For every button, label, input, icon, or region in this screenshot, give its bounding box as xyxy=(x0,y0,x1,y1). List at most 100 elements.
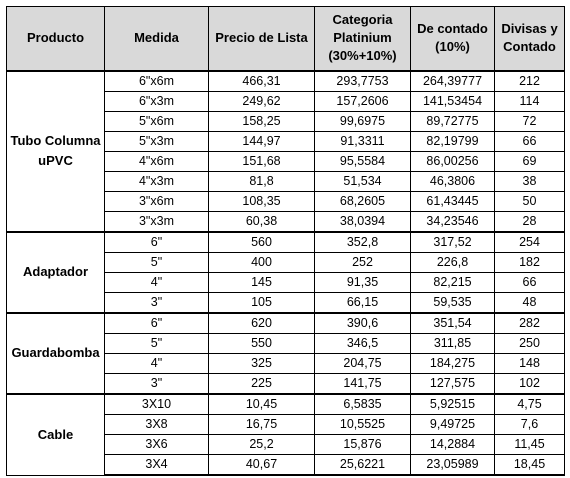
divisas-cell: 282 xyxy=(494,311,565,334)
divisas-cell: 72 xyxy=(494,110,565,132)
table-body: Tubo Columna uPVC 6"x6m 466,31 293,7753 264,3… xyxy=(6,69,565,476)
medida-cell: 3X4 xyxy=(104,453,209,476)
table-row: 4" 145 91,35 82,215 66 xyxy=(7,271,565,293)
contado-cell: 226,8 xyxy=(410,251,495,273)
medida-cell: 3X10 xyxy=(104,392,209,415)
contado-cell: 34,23546 xyxy=(410,210,495,233)
precio-cell: 81,8 xyxy=(208,170,315,192)
contado-cell: 82,215 xyxy=(410,271,495,293)
categoria-cell: 91,35 xyxy=(314,271,411,293)
categoria-cell: 38,0394 xyxy=(314,210,411,233)
table-row: 4"x3m 81,8 51,534 46,3806 38 xyxy=(7,170,565,192)
precio-cell: 108,35 xyxy=(208,190,315,212)
table-row: Guardabomba 6" 620 390,6 351,54 282 xyxy=(6,311,565,395)
medida-cell: 5"x6m xyxy=(104,110,209,132)
header-divisas: Divisas y Contado xyxy=(494,6,565,72)
medida-cell: 3"x3m xyxy=(104,210,209,233)
header-precio: Precio de Lista xyxy=(208,6,315,72)
contado-cell: 89,72775 xyxy=(410,110,495,132)
table-row: 4" 325 204,75 184,275 148 xyxy=(7,352,565,374)
product-cell: Guardabomba xyxy=(6,311,105,395)
divisas-cell: 38 xyxy=(494,170,565,192)
medida-cell: 5" xyxy=(104,332,209,354)
contado-cell: 14,2884 xyxy=(410,433,495,455)
categoria-cell: 10,5525 xyxy=(314,413,411,435)
product-cell: Tubo Columna uPVC xyxy=(6,69,105,233)
divisas-cell: 148 xyxy=(494,352,565,374)
header-categoria-line1: Categoria xyxy=(332,12,393,28)
precio-cell: 151,68 xyxy=(208,150,315,172)
medida-cell: 4"x3m xyxy=(104,170,209,192)
medida-cell: 3" xyxy=(104,372,209,395)
header-producto: Producto xyxy=(6,6,105,72)
contado-cell: 351,54 xyxy=(410,311,495,334)
divisas-cell: 102 xyxy=(494,372,565,395)
table-row: 5" 400 252 226,8 182 xyxy=(7,251,565,273)
table-row: 3"x6m 108,35 68,2605 61,43445 50 xyxy=(7,190,565,212)
precio-cell: 249,62 xyxy=(208,90,315,112)
contado-cell: 264,39777 xyxy=(410,70,495,92)
contado-cell: 23,05989 xyxy=(410,453,495,476)
table-row: 5" 550 346,5 311,85 250 xyxy=(7,332,565,354)
precio-cell: 400 xyxy=(208,251,315,273)
product-cell: Cable xyxy=(6,392,105,476)
medida-cell: 4" xyxy=(104,271,209,293)
categoria-cell: 157,2606 xyxy=(314,90,411,112)
divisas-cell: 66 xyxy=(494,271,565,293)
precio-cell: 550 xyxy=(208,332,315,354)
product-cell: Adaptador xyxy=(6,230,105,314)
medida-cell: 3X6 xyxy=(104,433,209,455)
table-row: Tubo Columna uPVC 6"x6m 466,31 293,7753 264,3… xyxy=(6,69,565,233)
categoria-cell: 293,7753 xyxy=(314,70,411,92)
header-medida: Medida xyxy=(104,6,209,72)
header-categoria: Categoria Platinium (30%+10%) xyxy=(314,6,411,72)
contado-cell: 5,92515 xyxy=(410,392,495,415)
divisas-cell: 11,45 xyxy=(494,433,565,455)
categoria-cell: 51,534 xyxy=(314,170,411,192)
contado-cell: 82,19799 xyxy=(410,130,495,152)
header-contado: De contado (10%) xyxy=(410,6,495,72)
categoria-cell: 141,75 xyxy=(314,372,411,395)
contado-cell: 184,275 xyxy=(410,352,495,374)
precio-cell: 466,31 xyxy=(208,70,315,92)
divisas-cell: 18,45 xyxy=(494,453,565,476)
categoria-cell: 95,5584 xyxy=(314,150,411,172)
product-name-line1: Guardabomba xyxy=(11,345,100,361)
medida-cell: 4" xyxy=(104,352,209,374)
categoria-cell: 15,876 xyxy=(314,433,411,455)
table-row: 5"x3m 144,97 91,3311 82,19799 66 xyxy=(7,130,565,152)
contado-cell: 59,535 xyxy=(410,291,495,314)
precio-cell: 40,67 xyxy=(208,453,315,476)
contado-cell: 9,49725 xyxy=(410,413,495,435)
categoria-cell: 99,6975 xyxy=(314,110,411,132)
categoria-cell: 252 xyxy=(314,251,411,273)
contado-cell: 311,85 xyxy=(410,332,495,354)
categoria-cell: 352,8 xyxy=(314,230,411,253)
categoria-cell: 6,5835 xyxy=(314,392,411,415)
medida-cell: 3" xyxy=(104,291,209,314)
divisas-cell: 7,6 xyxy=(494,413,565,435)
header-divisas-line2: Contado xyxy=(503,39,556,55)
header-categoria-line3: (30%+10%) xyxy=(328,48,397,64)
header-categoria-line2: Platinium xyxy=(333,30,392,46)
contado-cell: 61,43445 xyxy=(410,190,495,212)
medida-cell: 6"x6m xyxy=(104,70,209,92)
product-name-line1: Cable xyxy=(37,426,74,442)
precio-cell: 60,38 xyxy=(208,210,315,233)
product-name-line1: Adaptador xyxy=(23,264,88,280)
categoria-cell: 346,5 xyxy=(314,332,411,354)
precio-cell: 560 xyxy=(208,230,315,253)
product-name-line2: uPVC xyxy=(38,153,73,169)
categoria-cell: 390,6 xyxy=(314,311,411,334)
precio-cell: 158,25 xyxy=(208,110,315,132)
divisas-cell: 48 xyxy=(494,291,565,314)
divisas-cell: 50 xyxy=(494,190,565,212)
categoria-cell: 66,15 xyxy=(314,291,411,314)
header-divisas-line1: Divisas y xyxy=(501,21,558,37)
precio-cell: 16,75 xyxy=(208,413,315,435)
medida-cell: 3X8 xyxy=(104,413,209,435)
precio-cell: 145 xyxy=(208,271,315,293)
table-row: 6"x3m 249,62 157,2606 141,53454 114 xyxy=(7,90,565,112)
table-row: 3X4 40,67 25,6221 23,05989 18,45 xyxy=(7,453,565,476)
price-table: Producto Medida Precio de Lista Categori… xyxy=(6,6,565,476)
